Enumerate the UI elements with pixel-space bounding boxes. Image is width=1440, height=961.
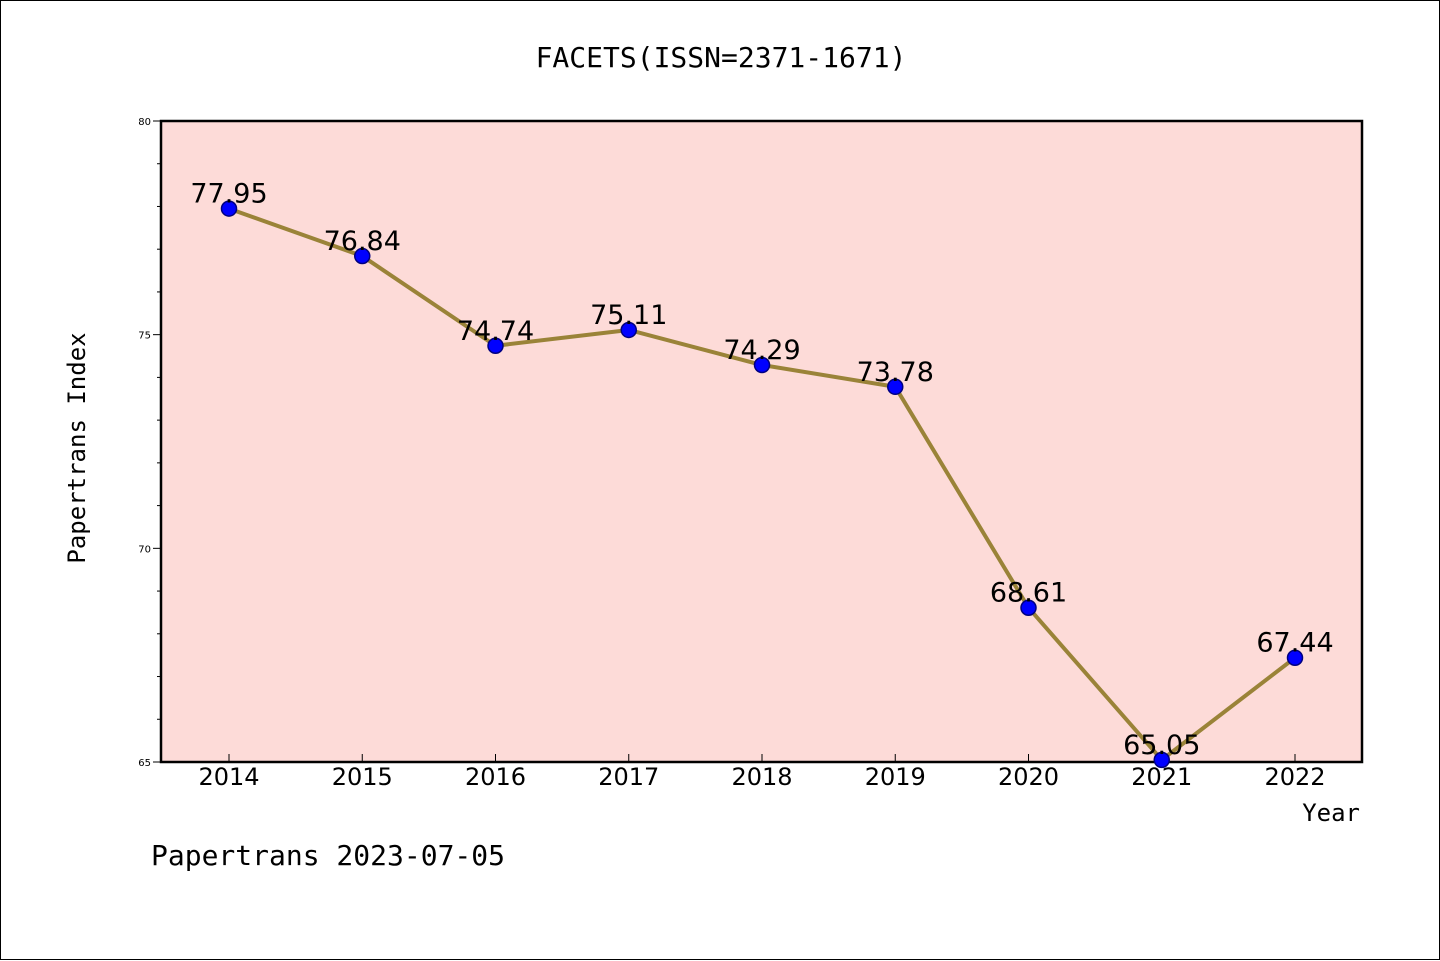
data-label: 68.61 (990, 578, 1067, 609)
x-tick-label: 2019 (865, 763, 926, 791)
y-tick-label: 65 (138, 758, 151, 769)
data-point-marker (1286, 649, 1304, 666)
x-tick-label: 2017 (598, 763, 659, 791)
data-point-marker (1020, 599, 1037, 616)
data-label: 73.78 (857, 357, 934, 388)
data-labels: 77.95 76.84 74.74 75.11 74.29 73.78 68.61 65.05… (190, 179, 1333, 761)
y-axis: 65 70 75 80 (138, 117, 161, 769)
data-point-marker (887, 378, 904, 396)
chart-title: FACETS(ISSN=2371-1671) (536, 41, 907, 74)
y-axis-label: Papertrans Index (63, 332, 91, 563)
y-tick-label: 75 (138, 331, 151, 342)
x-tick-label: 2015 (332, 763, 393, 791)
data-label: 75.11 (590, 300, 667, 331)
data-point-marker (220, 200, 238, 217)
x-tick-label: 2018 (731, 763, 792, 791)
data-point-marker (753, 356, 771, 374)
data-label: 76.84 (324, 226, 401, 257)
data-point-marker (1153, 751, 1170, 769)
x-axis: 2014 2015 2016 2017 2018 2019 2020 2021 2022 (198, 754, 1326, 791)
data-label: 65.05 (1123, 730, 1200, 761)
x-tick-label: 2020 (998, 763, 1059, 791)
footer-watermark: Papertrans 2023-07-05 (151, 839, 505, 872)
data-label: 77.95 (190, 179, 267, 210)
series-markers (220, 200, 1304, 769)
x-axis-label: Year (1302, 799, 1360, 827)
y-tick-label: 70 (138, 544, 151, 555)
data-label: 67.44 (1256, 628, 1333, 659)
data-label: 74.74 (457, 316, 534, 347)
data-point-marker (487, 337, 504, 355)
x-tick-label: 2016 (465, 763, 526, 791)
data-label: 74.29 (723, 335, 800, 366)
x-tick-label: 2022 (1264, 763, 1325, 791)
x-tick-label: 2014 (198, 763, 259, 791)
plot-area (159, 119, 1364, 764)
data-point-marker (620, 321, 637, 339)
data-point-marker (354, 247, 371, 265)
y-tick-label: 80 (138, 117, 151, 128)
